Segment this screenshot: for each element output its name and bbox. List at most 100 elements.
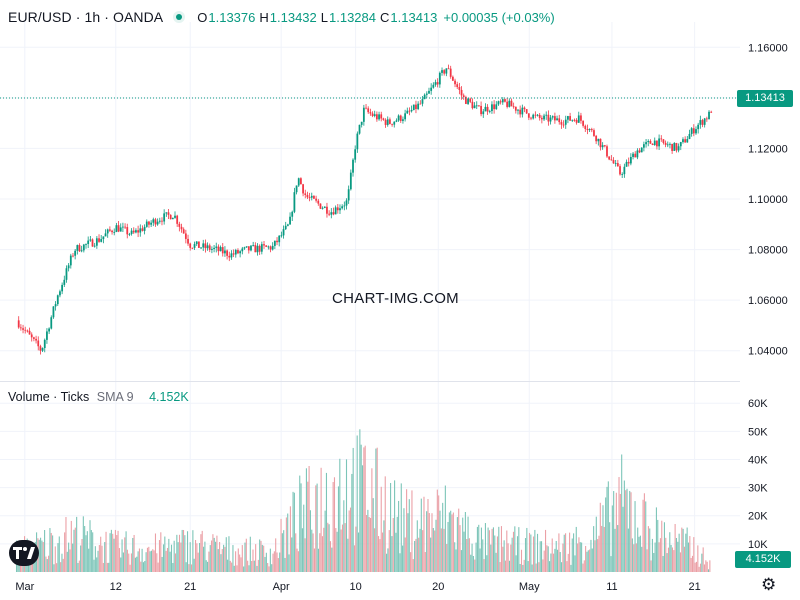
time-axis[interactable]: Mar 12 21 Apr 10 20 May 11 21 (15, 581, 700, 593)
volume-bar (508, 560, 511, 572)
volume-bar (530, 534, 532, 572)
low-value: 1.13284 (329, 9, 376, 25)
candle-body (291, 211, 294, 217)
candle-body (54, 304, 57, 307)
candle-body (627, 161, 630, 164)
volume-bar (348, 510, 350, 572)
volume-bar (410, 552, 412, 572)
volume-bar (430, 537, 432, 572)
volume-bar (375, 448, 377, 572)
candle-body (304, 193, 307, 195)
volume-bar (586, 551, 588, 572)
candle-body (532, 114, 535, 119)
candle-body (480, 105, 482, 115)
volume-bar (333, 477, 336, 572)
volume-bar (280, 518, 282, 572)
volume-bar (455, 549, 457, 572)
volume-bar (197, 552, 199, 572)
volume-bar (112, 533, 114, 572)
candle-body (271, 245, 274, 250)
volume-bar (317, 548, 319, 572)
volume-bar (180, 542, 182, 572)
candle-body (493, 104, 496, 110)
volume-bar (605, 497, 607, 572)
candle-body (547, 114, 550, 122)
volume-bar (674, 523, 676, 572)
candle-body (280, 235, 283, 237)
volume-bar (184, 535, 186, 572)
candle-body (197, 241, 200, 248)
candle-body (393, 121, 396, 125)
volume-bar (361, 465, 364, 572)
volume-bar (643, 493, 645, 572)
volume-bar (536, 533, 539, 572)
volume-bar (522, 564, 524, 572)
volume-bar (519, 563, 521, 572)
candle-body (701, 120, 704, 125)
volume-bar (137, 551, 139, 572)
volume-bar (268, 566, 270, 572)
volume-bar (372, 498, 374, 572)
candle-body (145, 221, 148, 227)
volume-bar (80, 545, 82, 572)
candle-body (241, 248, 244, 252)
candle-body (441, 70, 443, 73)
candle-body (423, 94, 426, 100)
volume-bar (253, 560, 255, 572)
volume-bar (328, 524, 330, 572)
volume-bar (456, 517, 458, 572)
tradingview-logo-icon[interactable] (9, 540, 39, 566)
candle-body (124, 226, 126, 228)
candle-body (76, 245, 79, 251)
volume-bar (165, 550, 167, 572)
symbol-title[interactable]: EUR/USD · 1h · OANDA (8, 9, 164, 25)
volume-bar (162, 544, 165, 572)
volume-bar (293, 492, 295, 572)
candle-body (117, 225, 120, 232)
candle-body (161, 220, 163, 222)
candle-body (156, 221, 159, 225)
volume-bar (416, 520, 418, 572)
candle-body (688, 133, 691, 140)
chart-legend: EUR/USD · 1h · OANDA O 1.13376 H 1.13432 L… (8, 8, 555, 26)
candle-body (530, 117, 532, 119)
volume-bar (279, 552, 281, 572)
volume-bar (412, 559, 414, 572)
candle-body (564, 119, 567, 125)
volume-bar (146, 547, 149, 572)
volume-axis[interactable]: 10K 20K 30K 40K 50K 60K (748, 398, 768, 551)
volume-bar (703, 564, 706, 572)
volume-bar (225, 537, 227, 572)
candle-body (330, 212, 333, 215)
volume-bar (690, 557, 692, 572)
volume-bar (638, 536, 640, 572)
volume-bar (444, 485, 446, 572)
candle-body (582, 120, 585, 126)
candle-body (562, 124, 565, 126)
candle-body (677, 146, 680, 151)
candle-body (139, 228, 142, 233)
volume-bar (550, 553, 552, 572)
candle-body (434, 82, 437, 85)
volume-bar (355, 526, 357, 572)
volume-bar (707, 569, 710, 572)
candle-body (419, 103, 422, 105)
candle-body (19, 327, 22, 329)
volume-bar (85, 535, 87, 572)
volume-bar (642, 499, 644, 572)
volume-bar (532, 536, 535, 572)
volume-bar (323, 527, 325, 572)
candle-body (684, 139, 687, 143)
candle-body (658, 138, 660, 147)
volume-bar (188, 564, 190, 572)
candle-body (391, 123, 393, 125)
volume-bar (689, 536, 691, 572)
candle-body (664, 142, 667, 145)
candle-body (182, 229, 185, 234)
volume-title[interactable]: Volume · Ticks (8, 390, 90, 404)
candle-body (695, 129, 697, 134)
gear-icon[interactable]: ⚙ (761, 575, 777, 594)
change-value: +0.00035 (+0.03%) (443, 9, 555, 25)
candle-body (24, 329, 27, 331)
